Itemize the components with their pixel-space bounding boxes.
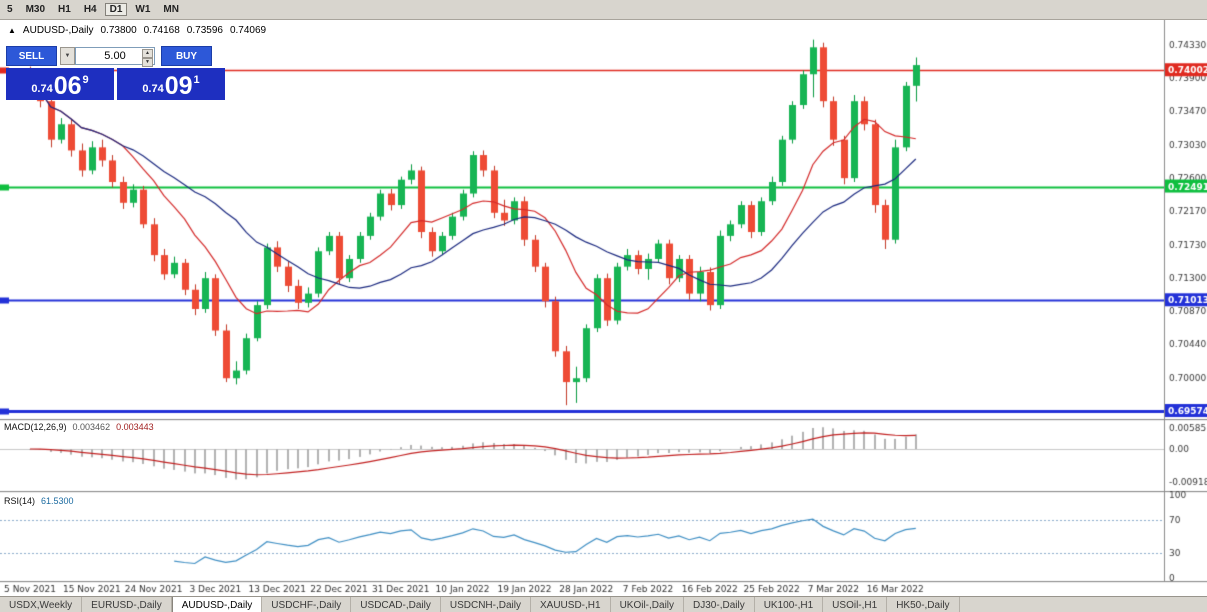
macd-main-value: 0.003462 — [72, 422, 111, 432]
close-value: 0.74069 — [229, 25, 267, 36]
tab-hk50-daily[interactable]: HK50-,Daily — [887, 597, 960, 612]
timeframe-button-h4[interactable]: H4 — [83, 4, 97, 15]
candlestick-chart-canvas[interactable] — [0, 20, 1207, 596]
tab-usdcad-daily[interactable]: USDCAD-,Daily — [351, 597, 441, 612]
chart-area: ▲ AUDUSD-,Daily 0.73800 0.74168 0.73596 … — [0, 20, 1207, 596]
ask-pipette: 1 — [193, 74, 200, 86]
tab-dj30-daily[interactable]: DJ30-,Daily — [684, 597, 755, 612]
buy-button[interactable]: BUY — [161, 46, 212, 66]
timeframe-button-m30[interactable]: M30 — [25, 4, 46, 15]
ask-pips: 09 — [164, 72, 193, 100]
bid-pips: 06 — [53, 72, 82, 100]
tab-audusd-daily[interactable]: AUDUSD-,Daily — [171, 597, 263, 612]
one-click-trade-panel: SELL ▼ 5.00 ▲ ▼ BUY 0.74 06 9 0.74 09 1 — [6, 46, 225, 100]
tab-usdchf-daily[interactable]: USDCHF-,Daily — [262, 597, 352, 612]
sell-price-box[interactable]: 0.74 06 9 — [6, 68, 114, 100]
bid-prefix: 0.74 — [31, 83, 53, 95]
bid-pipette: 9 — [82, 74, 89, 86]
symbol-label: AUDUSD-,Daily — [22, 25, 94, 36]
tab-eurusd-daily[interactable]: EURUSD-,Daily — [82, 597, 172, 612]
timeframe-button-w1[interactable]: W1 — [135, 4, 151, 15]
chart-tabs-bar: USDX,Weekly EURUSD-,Daily AUDUSD-,Daily … — [0, 596, 1207, 612]
rsi-value: 61.5300 — [41, 496, 74, 506]
volume-dropdown-icon[interactable]: ▼ — [60, 47, 75, 65]
chart-marker-icon: ▲ — [8, 26, 16, 35]
macd-indicator-header: MACD(12,26,9) 0.003462 0.003443 — [4, 422, 154, 432]
low-value: 0.73596 — [186, 25, 223, 36]
timeframe-button-5[interactable]: 5 — [7, 4, 13, 15]
macd-label: MACD(12,26,9) — [4, 422, 67, 432]
tab-uk100-h1[interactable]: UK100-,H1 — [755, 597, 824, 612]
trade-controls-row: SELL ▼ 5.00 ▲ ▼ BUY — [6, 46, 225, 67]
macd-signal-value: 0.003443 — [116, 422, 154, 432]
tab-ukoil-daily[interactable]: UKOil-,Daily — [611, 597, 685, 612]
sell-button[interactable]: SELL — [6, 46, 57, 66]
open-value: 0.73800 — [100, 25, 137, 36]
volume-stepper[interactable]: ▲ ▼ — [142, 49, 153, 67]
timeframe-button-h1[interactable]: H1 — [58, 4, 71, 15]
spin-up-icon[interactable]: ▲ — [142, 49, 153, 58]
timeframe-button-mn[interactable]: MN — [163, 4, 179, 15]
tab-usdx-weekly[interactable]: USDX,Weekly — [0, 597, 83, 612]
rsi-indicator-header: RSI(14) 61.5300 — [4, 496, 74, 506]
high-value: 0.74168 — [143, 25, 180, 36]
volume-input[interactable]: 5.00 ▲ ▼ — [75, 47, 155, 67]
spin-down-icon[interactable]: ▼ — [142, 58, 153, 67]
trade-prices-row: 0.74 06 9 0.74 09 1 — [6, 68, 225, 100]
buy-price-box[interactable]: 0.74 09 1 — [117, 68, 225, 100]
ask-prefix: 0.74 — [142, 83, 164, 95]
tab-usoil-h1[interactable]: USOil-,H1 — [823, 597, 888, 612]
timeframe-toolbar: 5 M30 H1 H4 D1 W1 MN — [0, 0, 1207, 20]
tab-usdcnh-daily[interactable]: USDCNH-,Daily — [441, 597, 531, 612]
ohlc-header: ▲ AUDUSD-,Daily 0.73800 0.74168 0.73596 … — [8, 25, 266, 36]
rsi-label: RSI(14) — [4, 496, 36, 506]
tab-xauusd-h1[interactable]: XAUUSD-,H1 — [531, 597, 611, 612]
timeframe-button-d1[interactable]: D1 — [104, 3, 128, 16]
volume-value: 5.00 — [104, 50, 126, 62]
